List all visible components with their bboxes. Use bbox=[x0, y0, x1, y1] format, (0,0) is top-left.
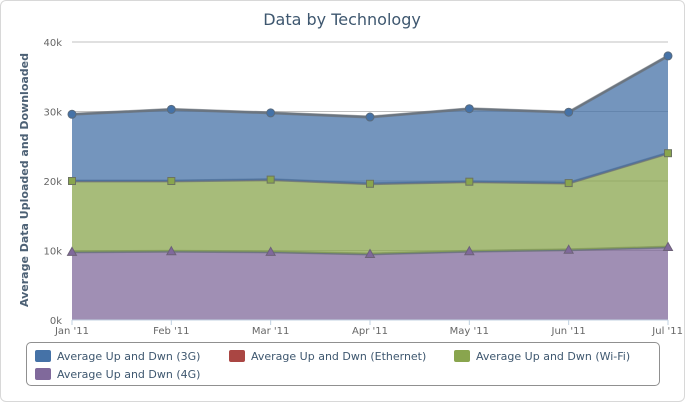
series-line-shadow bbox=[71, 54, 669, 119]
data-point[interactable] bbox=[165, 245, 177, 256]
data-point[interactable] bbox=[366, 179, 374, 188]
y-axis-ticks: 0k 10k 20k 30k 40k bbox=[43, 38, 62, 327]
legend-swatch bbox=[35, 350, 51, 362]
data-point[interactable] bbox=[365, 112, 375, 122]
legend-swatch bbox=[229, 350, 245, 362]
area-fill bbox=[72, 153, 668, 254]
data-point[interactable] bbox=[266, 175, 275, 184]
data-point[interactable] bbox=[563, 244, 575, 254]
chart-title: Data by Technology bbox=[263, 10, 421, 29]
legend-item[interactable]: Average Up and Dwn (3G) bbox=[35, 349, 200, 365]
data-point[interactable] bbox=[463, 245, 475, 256]
legend-item[interactable]: Average Up and Dwn (4G) bbox=[35, 367, 200, 383]
data-point[interactable] bbox=[663, 51, 673, 61]
data-point[interactable] bbox=[464, 104, 474, 114]
data-point[interactable] bbox=[364, 248, 376, 258]
data-point[interactable] bbox=[564, 179, 573, 188]
legend-label: Average Up and Dwn (Ethernet) bbox=[251, 350, 427, 363]
legend-label: Average Up and Dwn (4G) bbox=[57, 368, 201, 381]
data-point[interactable] bbox=[662, 241, 674, 252]
x-tick-label: Jul '11 bbox=[651, 326, 683, 337]
x-tick-label: Apr '11 bbox=[352, 326, 388, 337]
x-axis-ticks: Jan '11 Feb '11 Mar '11 Apr '11 May '11 Jun '… bbox=[54, 320, 683, 337]
legend-label: Average Up and Dwn (3G) bbox=[57, 350, 201, 363]
y-tick-label: 20k bbox=[43, 177, 62, 188]
data-point[interactable] bbox=[265, 246, 277, 256]
legend-swatch bbox=[35, 368, 51, 380]
y-axis-title: Average Data Uploaded and Downloaded bbox=[18, 53, 31, 307]
data-point[interactable] bbox=[66, 246, 78, 256]
data-point[interactable] bbox=[664, 149, 672, 158]
data-point[interactable] bbox=[68, 177, 76, 185]
y-tick-label: 40k bbox=[43, 38, 62, 49]
legend-swatch bbox=[454, 350, 470, 362]
area-fill bbox=[72, 247, 668, 320]
legend: Average Up and Dwn (3G) Average Up and Dw… bbox=[26, 342, 660, 386]
data-point[interactable] bbox=[564, 107, 574, 117]
x-tick-label: Mar '11 bbox=[252, 326, 290, 337]
y-tick-label: 30k bbox=[43, 108, 62, 119]
data-point[interactable] bbox=[167, 177, 176, 185]
x-tick-label: Jun '11 bbox=[551, 326, 586, 337]
area-series bbox=[71, 54, 669, 320]
data-point[interactable] bbox=[166, 104, 176, 114]
y-tick-label: 0k bbox=[50, 316, 62, 327]
legend-item[interactable]: Average Up and Dwn (Ethernet) bbox=[229, 349, 426, 365]
x-tick-label: Feb '11 bbox=[153, 326, 189, 337]
y-tick-label: 10k bbox=[43, 247, 62, 258]
data-point[interactable] bbox=[67, 109, 77, 119]
x-tick-label: Jan '11 bbox=[54, 326, 89, 337]
legend-item[interactable]: Average Up and Dwn (Wi-Fi) bbox=[454, 349, 630, 365]
series-markers bbox=[66, 51, 674, 258]
legend-label: Average Up and Dwn (Wi-Fi) bbox=[476, 350, 631, 363]
data-point[interactable] bbox=[266, 108, 276, 118]
x-tick-label: May '11 bbox=[450, 326, 489, 337]
data-point[interactable] bbox=[465, 177, 474, 186]
